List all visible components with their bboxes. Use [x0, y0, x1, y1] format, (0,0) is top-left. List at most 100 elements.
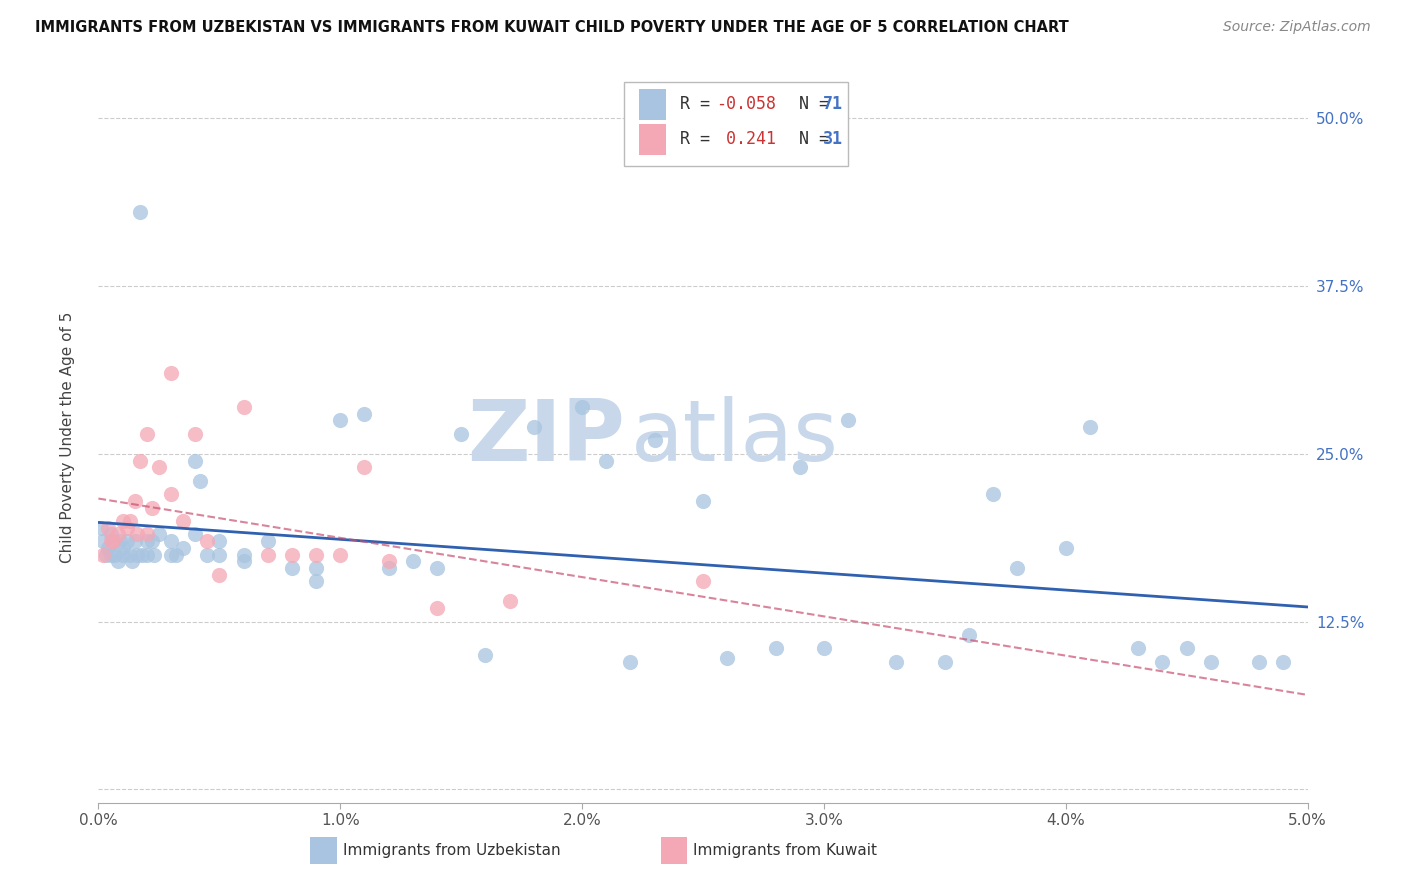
Point	[1199, 655, 1222, 669]
Point	[118, 548, 141, 562]
Text: R =: R =	[681, 95, 720, 113]
Point	[232, 400, 254, 414]
Point	[107, 527, 129, 541]
Point	[789, 460, 811, 475]
Point	[127, 548, 149, 562]
Point	[305, 561, 328, 575]
Text: N =: N =	[779, 130, 839, 148]
Text: R =: R =	[681, 130, 720, 148]
Point	[184, 527, 207, 541]
Point	[165, 548, 187, 562]
Point	[127, 527, 149, 541]
Point	[957, 628, 980, 642]
Point	[1054, 541, 1077, 555]
Point	[426, 561, 449, 575]
Point	[329, 548, 352, 562]
FancyBboxPatch shape	[638, 89, 665, 120]
Point	[232, 554, 254, 568]
Text: N =: N =	[779, 95, 839, 113]
Point	[108, 534, 131, 549]
Text: Source: ZipAtlas.com: Source: ZipAtlas.com	[1223, 20, 1371, 34]
Point	[1128, 641, 1150, 656]
Text: ZIP: ZIP	[467, 395, 624, 479]
Point	[571, 400, 593, 414]
Point	[128, 205, 150, 219]
FancyBboxPatch shape	[624, 82, 848, 167]
Text: 0.241: 0.241	[716, 130, 776, 148]
Point	[121, 554, 143, 568]
Point	[124, 534, 146, 549]
Point	[188, 474, 211, 488]
Point	[1078, 420, 1101, 434]
Point	[124, 493, 146, 508]
Point	[692, 574, 714, 589]
FancyBboxPatch shape	[638, 124, 665, 154]
Point	[135, 426, 157, 441]
Point	[160, 487, 183, 501]
Point	[135, 527, 157, 541]
Point	[100, 527, 122, 541]
Point	[160, 534, 183, 549]
Point	[1152, 655, 1174, 669]
Point	[208, 534, 231, 549]
Point	[101, 534, 124, 549]
Point	[208, 567, 231, 582]
Point	[837, 413, 859, 427]
Point	[305, 548, 328, 562]
Point	[281, 561, 304, 575]
Point	[111, 514, 134, 528]
FancyBboxPatch shape	[661, 838, 688, 863]
Text: 31: 31	[823, 130, 842, 148]
Text: 71: 71	[823, 95, 842, 113]
Point	[160, 548, 183, 562]
FancyBboxPatch shape	[311, 838, 336, 863]
Point	[595, 453, 617, 467]
Point	[619, 655, 641, 669]
Point	[1272, 655, 1295, 669]
Point	[981, 487, 1004, 501]
Point	[498, 594, 520, 608]
Point	[111, 541, 134, 555]
Point	[1249, 655, 1271, 669]
Point	[148, 527, 170, 541]
Point	[172, 541, 194, 555]
Point	[765, 641, 787, 656]
Point	[256, 548, 278, 562]
Point	[135, 534, 157, 549]
Point	[329, 413, 352, 427]
Point	[195, 534, 218, 549]
Point	[377, 554, 399, 568]
Point	[208, 548, 231, 562]
Point	[141, 500, 163, 515]
Point	[131, 548, 153, 562]
Point	[886, 655, 908, 669]
Point	[118, 514, 141, 528]
Point	[474, 648, 496, 662]
Point	[100, 548, 122, 562]
Point	[160, 367, 183, 381]
Point	[813, 641, 835, 656]
Point	[117, 534, 139, 549]
Text: IMMIGRANTS FROM UZBEKISTAN VS IMMIGRANTS FROM KUWAIT CHILD POVERTY UNDER THE AGE: IMMIGRANTS FROM UZBEKISTAN VS IMMIGRANTS…	[35, 20, 1069, 35]
Point	[256, 534, 278, 549]
Text: atlas: atlas	[630, 395, 838, 479]
Point	[305, 574, 328, 589]
Point	[91, 534, 114, 549]
Point	[97, 541, 120, 555]
Y-axis label: Child Poverty Under the Age of 5: Child Poverty Under the Age of 5	[60, 311, 75, 563]
Point	[426, 601, 449, 615]
Point	[523, 420, 546, 434]
Point	[281, 548, 304, 562]
Point	[94, 548, 117, 562]
Point	[184, 426, 207, 441]
Point	[148, 460, 170, 475]
Point	[141, 534, 163, 549]
Point	[143, 548, 166, 562]
Point	[934, 655, 956, 669]
Point	[1175, 641, 1198, 656]
Point	[184, 453, 207, 467]
Point	[377, 561, 399, 575]
Point	[100, 534, 122, 549]
Point	[117, 521, 139, 535]
Point	[172, 514, 194, 528]
